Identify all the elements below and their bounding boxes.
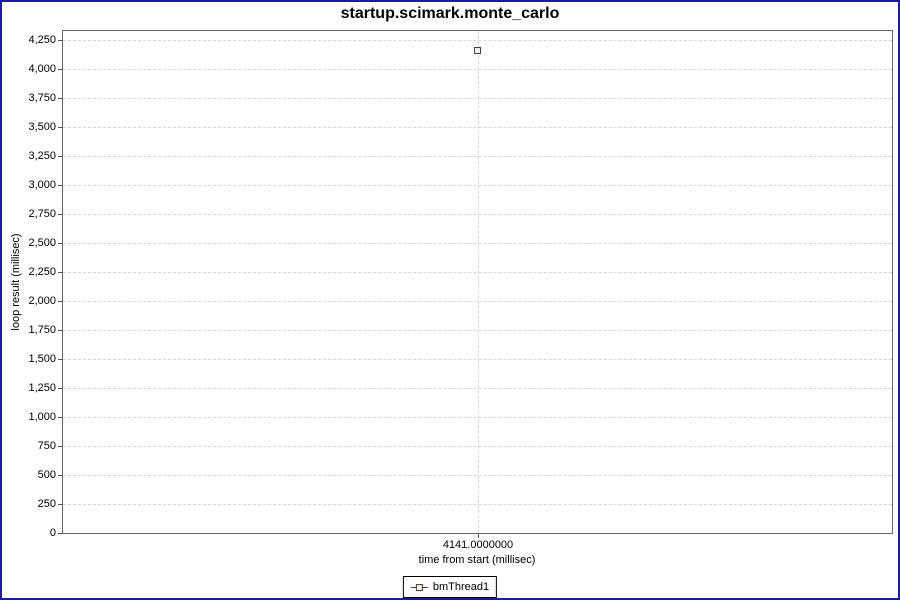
y-tick-label: 0 (49, 527, 56, 539)
y-tick-label: 2,000 (28, 295, 56, 307)
data-point[interactable] (474, 47, 481, 55)
y-tick-mark (58, 156, 62, 157)
y-tick-mark (58, 475, 62, 476)
x-gridline (477, 31, 479, 533)
y-tick-mark (58, 301, 62, 302)
y-tick-mark (58, 214, 62, 215)
x-axis-title: time from start (millisec) (418, 554, 536, 566)
x-tick-mark (478, 534, 479, 538)
y-tick-mark (58, 127, 62, 128)
y-tick-mark (58, 185, 62, 186)
y-tick-mark (58, 359, 62, 360)
legend-series-marker (410, 583, 428, 591)
y-tick-label: 1,750 (28, 324, 56, 336)
y-tick-label: 4,250 (28, 34, 56, 46)
y-tick-mark (58, 417, 62, 418)
y-tick-mark (58, 272, 62, 273)
y-tick-label: 1,000 (28, 411, 56, 423)
y-tick-mark (58, 243, 62, 244)
y-tick-label: 750 (37, 440, 56, 452)
y-tick-label: 3,750 (28, 92, 56, 104)
y-tick-label: 2,750 (28, 208, 56, 220)
y-tick-mark (58, 98, 62, 99)
chart-title: startup.scimark.monte_carlo (340, 5, 560, 22)
y-tick-label: 3,500 (28, 121, 56, 133)
y-tick-label: 4,000 (28, 63, 56, 75)
legend-label: bmThread1 (432, 581, 490, 593)
y-tick-mark (58, 504, 62, 505)
y-tick-label: 2,250 (28, 266, 56, 278)
plot-area[interactable] (62, 30, 893, 534)
y-tick-mark (58, 330, 62, 331)
x-tick-label: 4141.0000000 (442, 539, 514, 551)
y-tick-mark (58, 388, 62, 389)
y-tick-label: 2,500 (28, 237, 56, 249)
y-tick-label: 250 (37, 498, 56, 510)
y-tick-mark (58, 69, 62, 70)
y-tick-label: 1,500 (28, 353, 56, 365)
y-tick-label: 500 (37, 469, 56, 481)
y-tick-label: 3,250 (28, 150, 56, 162)
legend-square-icon (415, 583, 423, 591)
legend: bmThread1 (402, 576, 498, 598)
y-tick-mark (58, 533, 62, 534)
y-tick-mark (58, 40, 62, 41)
y-tick-mark (58, 446, 62, 447)
y-tick-label: 1,250 (28, 382, 56, 394)
y-tick-label: 3,000 (28, 179, 56, 191)
